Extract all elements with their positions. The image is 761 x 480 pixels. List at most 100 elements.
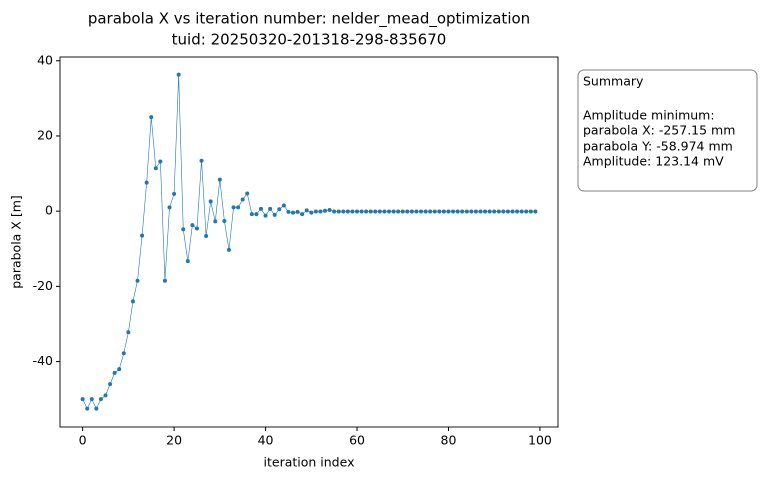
data-point [286, 209, 291, 214]
data-point [199, 158, 204, 163]
data-point [373, 209, 378, 214]
data-point [290, 210, 295, 215]
data-point [323, 208, 328, 213]
data-point [272, 212, 277, 217]
data-point [492, 209, 497, 214]
data-point [130, 299, 135, 304]
data-point [94, 406, 99, 411]
data-point [226, 247, 231, 252]
data-point [295, 209, 300, 214]
x-tick-label: 100 [528, 433, 552, 448]
data-point [414, 209, 419, 214]
data-point [167, 205, 172, 210]
data-point [140, 233, 145, 238]
y-tick-label: -40 [33, 353, 53, 368]
data-point [437, 209, 442, 214]
data-point [483, 209, 488, 214]
data-point [473, 209, 478, 214]
data-point [496, 209, 501, 214]
data-point [409, 209, 414, 214]
data-point [204, 233, 209, 238]
data-point [478, 209, 483, 214]
data-point [519, 209, 524, 214]
data-point [515, 209, 520, 214]
data-point [80, 397, 85, 402]
summary-line: parabola X: -257.15 mm [583, 123, 735, 138]
data-point [222, 218, 227, 223]
data-point [405, 209, 410, 214]
data-point [208, 199, 213, 204]
data-point [336, 209, 341, 214]
data-point [510, 209, 515, 214]
series-line [82, 74, 536, 410]
x-tick-label: 40 [258, 433, 274, 448]
data-point [258, 206, 263, 211]
y-tick-label: 20 [37, 127, 53, 142]
data-point [126, 330, 131, 335]
data-point [304, 208, 309, 213]
data-point [428, 209, 433, 214]
data-point [300, 212, 305, 217]
x-tick-label: 80 [441, 433, 457, 448]
data-point [487, 209, 492, 214]
data-point [89, 397, 94, 402]
data-point [231, 205, 236, 210]
x-tick-label: 60 [349, 433, 365, 448]
data-point [249, 212, 254, 217]
data-point [524, 209, 529, 214]
data-point [460, 209, 465, 214]
x-axis-label: iteration index [264, 455, 355, 470]
summary-line: parabola Y: -58.974 mm [583, 139, 733, 154]
data-point [149, 115, 154, 120]
y-axis-label: parabola X [m] [9, 195, 24, 289]
summary-heading: Summary [583, 74, 644, 89]
data-point [391, 209, 396, 214]
summary-box [577, 69, 758, 192]
data-point [144, 180, 149, 185]
data-point [451, 209, 456, 214]
data-point [185, 259, 190, 264]
data-point [277, 207, 282, 212]
data-point [268, 206, 273, 211]
data-point [313, 209, 318, 214]
chart-title: parabola X vs iteration number: nelder_m… [88, 10, 530, 29]
data-point [355, 209, 360, 214]
data-point [469, 209, 474, 214]
data-point [309, 210, 314, 215]
data-point [505, 209, 510, 214]
data-point [446, 209, 451, 214]
data-point [368, 209, 373, 214]
data-point [217, 177, 222, 182]
y-tick-label: -20 [33, 278, 53, 293]
summary-line: Amplitude: 123.14 mV [583, 154, 724, 169]
data-point [341, 209, 346, 214]
data-point [332, 209, 337, 214]
data-point [464, 209, 469, 214]
x-tick-label: 0 [79, 433, 87, 448]
data-point [181, 227, 186, 232]
data-point [350, 209, 355, 214]
data-point [382, 209, 387, 214]
data-point [254, 212, 259, 217]
data-point [108, 382, 113, 387]
x-tick-label: 20 [166, 433, 182, 448]
data-point [236, 205, 241, 210]
data-point [190, 223, 195, 228]
chart-subtitle: tuid: 20250320-201318-298-835670 [172, 31, 447, 49]
data-point [441, 209, 446, 214]
data-point [501, 209, 506, 214]
y-tick-label: 40 [37, 52, 53, 67]
data-point [135, 278, 140, 283]
data-point [528, 209, 533, 214]
data-point [194, 226, 199, 231]
data-point [533, 209, 538, 214]
data-point [400, 209, 405, 214]
data-point [327, 208, 332, 213]
data-point [85, 406, 90, 411]
data-point [158, 159, 163, 164]
y-tick-label: 0 [45, 203, 53, 218]
data-point [419, 209, 424, 214]
data-point [396, 209, 401, 214]
data-point [240, 197, 245, 202]
